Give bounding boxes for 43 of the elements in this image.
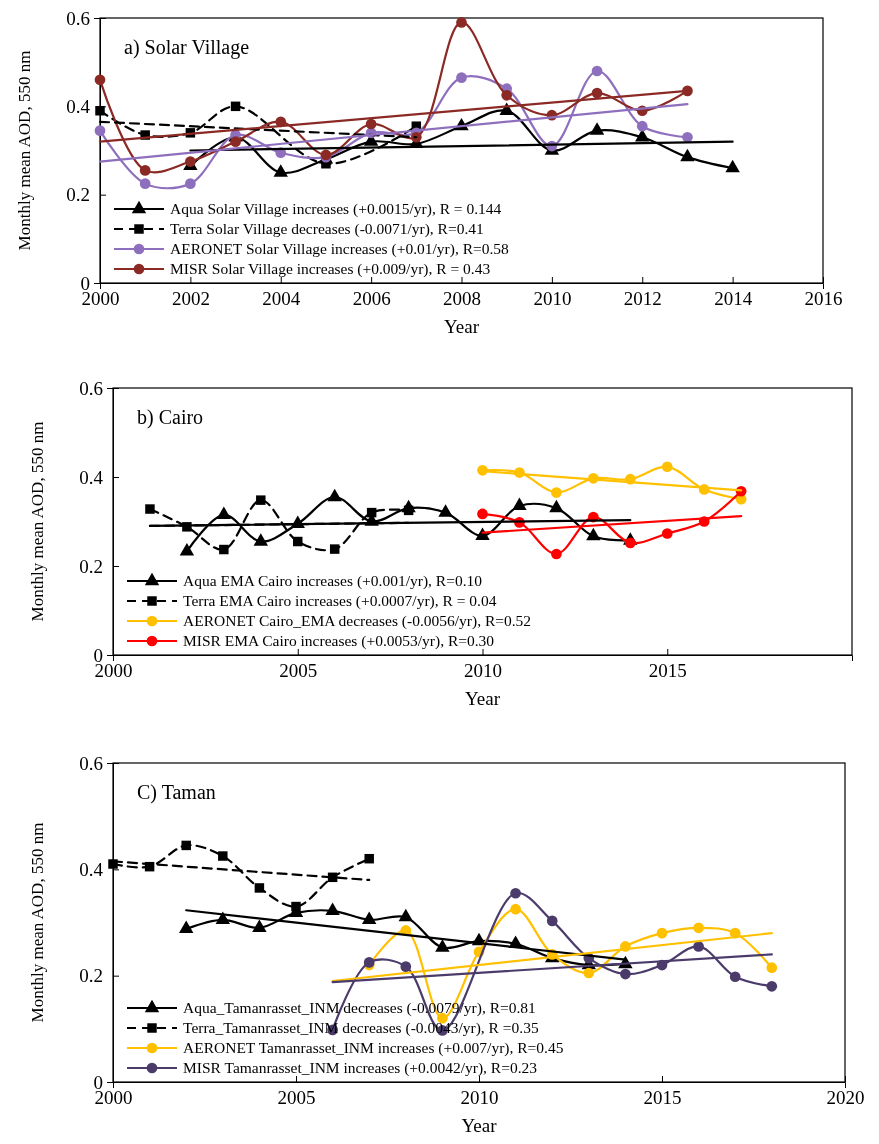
y-tick-label: 0.4 xyxy=(79,858,104,880)
legend-label: MISR Solar Village increases (+0.009/yr), R = 0.43 xyxy=(170,260,491,278)
y-axis-title: Monthly mean AOD, 550 nm xyxy=(28,822,47,1023)
y-tick-label: 0.4 xyxy=(66,95,91,117)
text: a) Solar Village xyxy=(124,36,250,59)
y-tick-label: 0.2 xyxy=(79,555,103,577)
x-tick-label: 2012 xyxy=(623,288,662,310)
y-axis-title: Monthly mean AOD, 550 nm xyxy=(15,50,34,251)
x-tick-label: 2015 xyxy=(643,1087,682,1109)
x-axis-title: Year xyxy=(464,688,501,709)
legend-label: MISR EMA Cairo increases (+0.0053/yr), R=0.30 xyxy=(183,632,495,650)
legend-label: MISR Tamanrasset_INM increases (+0.0042/yr), R=0.23 xyxy=(183,1059,538,1077)
legend-label: AERONET Solar Village increases (+0.01/yr), R=0.58 xyxy=(170,240,510,258)
x-tick-label: 2010 xyxy=(460,1087,499,1109)
x-tick-label: 2002 xyxy=(171,288,210,310)
legend-label: Aqua EMA Cairo increases (+0.001/yr), R=0.10 xyxy=(183,572,483,590)
text: b) Cairo xyxy=(137,406,204,429)
x-axis-title: Year xyxy=(461,1115,498,1136)
y-tick-label: 0.4 xyxy=(79,466,104,488)
y-tick-label: 0.2 xyxy=(79,965,103,987)
legend-label: Aqua Solar Village increases (+0.0015/yr), R = 0.144 xyxy=(170,200,502,218)
x-tick-label: 2014 xyxy=(714,288,753,310)
x-tick-label: 2005 xyxy=(279,660,318,682)
x-tick-label: 2006 xyxy=(352,288,391,310)
y-tick-label: 0.6 xyxy=(79,752,103,774)
x-tick-label: 2004 xyxy=(262,288,301,310)
x-tick-label: 2020 xyxy=(826,1087,865,1109)
text: C) Taman xyxy=(137,781,216,804)
y-tick-label: 0.2 xyxy=(66,184,90,206)
legend-label: Terra Solar Village decreases (-0.0071/yr), R=0.41 xyxy=(170,220,484,238)
x-tick-label: 2016 xyxy=(804,288,843,310)
x-tick-label: 2010 xyxy=(533,288,572,310)
legend-label: Terra EMA Cairo increases (+0.0007/yr), R = 0.04 xyxy=(183,592,497,610)
legend-label: AERONET Cairo_EMA decreases (-0.0056/yr), R=0.52 xyxy=(183,612,532,630)
x-tick-label: 2005 xyxy=(277,1087,316,1109)
x-tick-label: 2015 xyxy=(648,660,687,682)
y-tick-label: 0.6 xyxy=(66,7,90,29)
x-tick-label: 2008 xyxy=(443,288,481,310)
x-tick-label: 2010 xyxy=(464,660,502,682)
y-tick-label: 0.6 xyxy=(79,377,103,399)
legend-label: AERONET Tamanrasset_INM increases (+0.007/yr), R=0.45 xyxy=(183,1039,564,1057)
y-axis-title: Monthly mean AOD, 550 nm xyxy=(28,421,47,622)
x-axis-title: Year xyxy=(443,316,480,337)
